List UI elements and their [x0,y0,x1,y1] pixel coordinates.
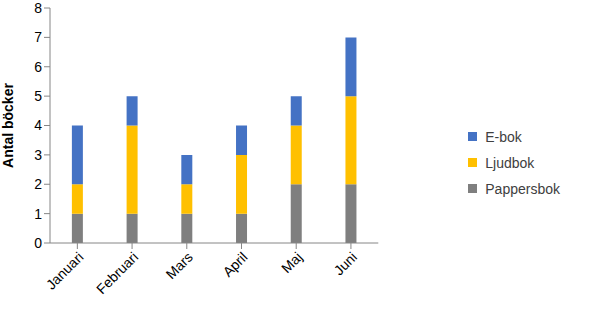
svg-text:Mars: Mars [163,249,196,282]
svg-text:1: 1 [34,206,42,222]
svg-text:Januari: Januari [43,249,87,293]
svg-text:0: 0 [34,235,42,251]
svg-text:Juni: Juni [331,249,360,278]
svg-text:3: 3 [34,147,42,163]
svg-text:2: 2 [34,176,42,192]
svg-text:April: April [220,249,251,280]
svg-text:Maj: Maj [278,249,305,276]
svg-text:6: 6 [34,59,42,75]
html-text:Ljudbok: Ljudbok [485,154,535,171]
html-text:Pappersbok: Pappersbok [485,180,560,197]
svg-text:4: 4 [34,117,42,133]
svg-text:8: 8 [34,0,42,16]
svg-text:7: 7 [34,29,42,45]
html-text:E-bok: E-bok [485,128,522,145]
svg-text:Antal böcker: Antal böcker [8,83,16,168]
svg-text:5: 5 [34,88,42,104]
svg-text:Februari: Februari [93,249,141,297]
